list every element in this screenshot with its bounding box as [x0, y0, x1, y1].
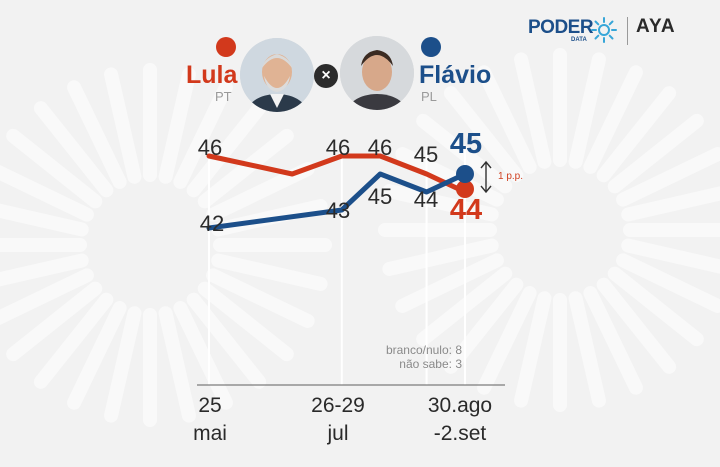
bg-ray-1-2 [616, 253, 720, 313]
bg-ray-0-15 [0, 203, 89, 237]
bg-ray-1-3 [607, 266, 704, 347]
flavio-value-label-3: 45 [368, 184, 392, 209]
flavio-photo [340, 36, 414, 110]
bg-ray-1-8 [514, 291, 552, 408]
note-blank-null: branco/nulo: 8 [385, 343, 462, 357]
flavio-end-point [456, 165, 474, 183]
flavio-marker-dot [421, 37, 441, 57]
lula-name: Lula [186, 61, 238, 89]
x-tick-label-3-line1: 30.ago [427, 394, 493, 417]
poderdata-logo-sub: DATA [571, 37, 587, 43]
bg-ray-1-19 [477, 65, 537, 174]
poderdata-sun-icon [591, 17, 617, 43]
x-tick-label-2-line2: jul [327, 422, 349, 445]
x-tick-label-3: 30.ago -2.set [405, 392, 515, 448]
bg-ray-1-16 [395, 147, 504, 207]
bg-ray-0-2 [206, 268, 315, 328]
x-tick-label-1: 25 mai [160, 392, 260, 448]
bg-ray-0-24 [186, 101, 267, 198]
x-tick-label-3-line2: -2.set [433, 422, 487, 445]
bg-ray-0-16 [0, 164, 94, 222]
lula-value-label-1: 46 [198, 135, 222, 160]
bg-ray-0-11 [6, 281, 103, 362]
lula-party: PT [215, 89, 232, 104]
note-dont-know: não sabe: 3 [399, 357, 462, 371]
bg-ray-1-23 [583, 65, 643, 174]
lula-marker-dot [216, 37, 236, 57]
bg-ray-1-5 [583, 286, 643, 395]
flavio-value-label-5: 45 [450, 128, 482, 160]
bg-ray-0-8 [104, 306, 142, 423]
x-tick-label-1-line1: 25 [198, 394, 222, 417]
bg-ray-1-12 [395, 253, 504, 313]
bg-ray-1-27 [621, 186, 720, 222]
bg-ray-1-15 [382, 184, 499, 222]
bg-ray-0-1 [211, 253, 328, 291]
versus-icon: × [314, 64, 338, 88]
difference-label: 1 p.p. [498, 171, 524, 182]
bg-ray-1-6 [568, 291, 606, 408]
bg-ray-0-23 [173, 80, 233, 189]
bg-ray-0-18 [33, 101, 114, 198]
bg-ray-1-20 [514, 52, 552, 169]
flavio-value-label-1: 42 [200, 211, 224, 236]
difference-arrow-icon [480, 160, 492, 194]
x-tick-label-1-line2: mai [193, 422, 227, 445]
bg-ray-0-9 [67, 301, 127, 410]
series-line-flvio [206, 171, 468, 231]
lula-photo [240, 38, 314, 112]
bg-ray-0-19 [67, 80, 127, 189]
lula-value-label-3: 46 [326, 135, 350, 160]
flavio-value-label-2: 43 [326, 198, 350, 223]
bg-ray-0-26 [206, 162, 315, 222]
flavio-name: Flávio [419, 61, 492, 89]
series-line-lula [206, 153, 468, 195]
bg-ray-0-13 [0, 253, 89, 287]
bg-ray-0-25 [197, 128, 294, 209]
aya-logo: AYA [636, 16, 676, 37]
x-tick-label-2-line1: 26-29 [311, 394, 365, 417]
logo-divider [627, 17, 628, 45]
bg-ray-1-1 [621, 238, 720, 274]
poderdata-logo: PODER [528, 17, 594, 38]
lula-value-label-6: 44 [450, 194, 482, 226]
bg-ray-1-10 [443, 277, 524, 374]
bg-ray-1-22 [568, 52, 606, 169]
bg-ray-0-20 [104, 67, 142, 184]
bg-ray-0-17 [6, 128, 103, 209]
bg-ray-0-12 [0, 268, 94, 326]
x-tick-label-2: 26-29 jul [288, 392, 388, 448]
bg-ray-1-26 [616, 147, 720, 207]
bg-ray-0-22 [158, 67, 196, 184]
flavio-party: PL [421, 89, 437, 104]
bg-ray-0-5 [173, 301, 233, 410]
bg-ray-1-9 [477, 286, 537, 395]
bg-ray-0-3 [197, 281, 294, 362]
bg-ray-1-13 [382, 238, 499, 276]
bg-ray-1-24 [596, 86, 677, 183]
lula-end-point [456, 180, 474, 198]
bg-ray-0-6 [158, 306, 196, 423]
lula-value-label-4: 46 [368, 135, 392, 160]
bg-ray-1-25 [607, 113, 704, 194]
lula-value-label-5: 45 [414, 142, 438, 167]
bg-ray-0-10 [33, 292, 114, 389]
bg-ray-1-18 [443, 86, 524, 183]
bg-ray-0-4 [186, 292, 267, 389]
flavio-value-label-4: 44 [414, 187, 438, 212]
bg-ray-1-4 [596, 277, 677, 374]
